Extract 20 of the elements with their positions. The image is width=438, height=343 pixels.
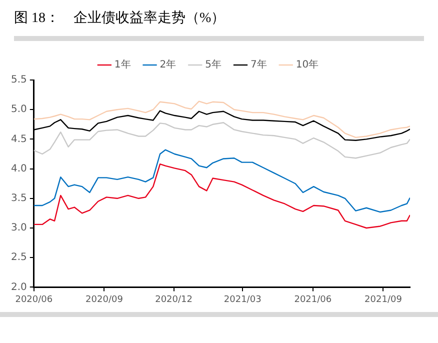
- legend-label: 7年: [250, 58, 267, 71]
- x-tick-label: 2021/09: [364, 294, 402, 305]
- chart-title: 图 18： 企业债收益率走势（%）: [14, 8, 424, 41]
- legend-label: 2年: [160, 58, 176, 71]
- x-tick-label: 2021/06: [294, 294, 332, 305]
- y-tick-label: 2.5: [10, 252, 27, 264]
- y-tick-label: 5.0: [10, 104, 27, 116]
- y-tick-label: 2.0: [10, 282, 27, 293]
- x-tick-label: 2021/03: [224, 294, 262, 305]
- x-tick-label: 2020/09: [86, 294, 124, 305]
- y-tick-label: 3.0: [10, 222, 27, 234]
- y-tick-label: 4.0: [10, 163, 27, 174]
- x-tick-label: 2020/12: [155, 294, 192, 305]
- legend-label: 1年: [114, 58, 131, 71]
- x-tick-label: 2020/06: [15, 294, 53, 305]
- y-tick-label: 3.5: [10, 192, 27, 204]
- y-tick-label: 5.5: [10, 74, 27, 86]
- legend-label: 10年: [296, 58, 319, 71]
- legend-label: 5年: [205, 58, 222, 71]
- y-tick-label: 4.5: [10, 134, 27, 145]
